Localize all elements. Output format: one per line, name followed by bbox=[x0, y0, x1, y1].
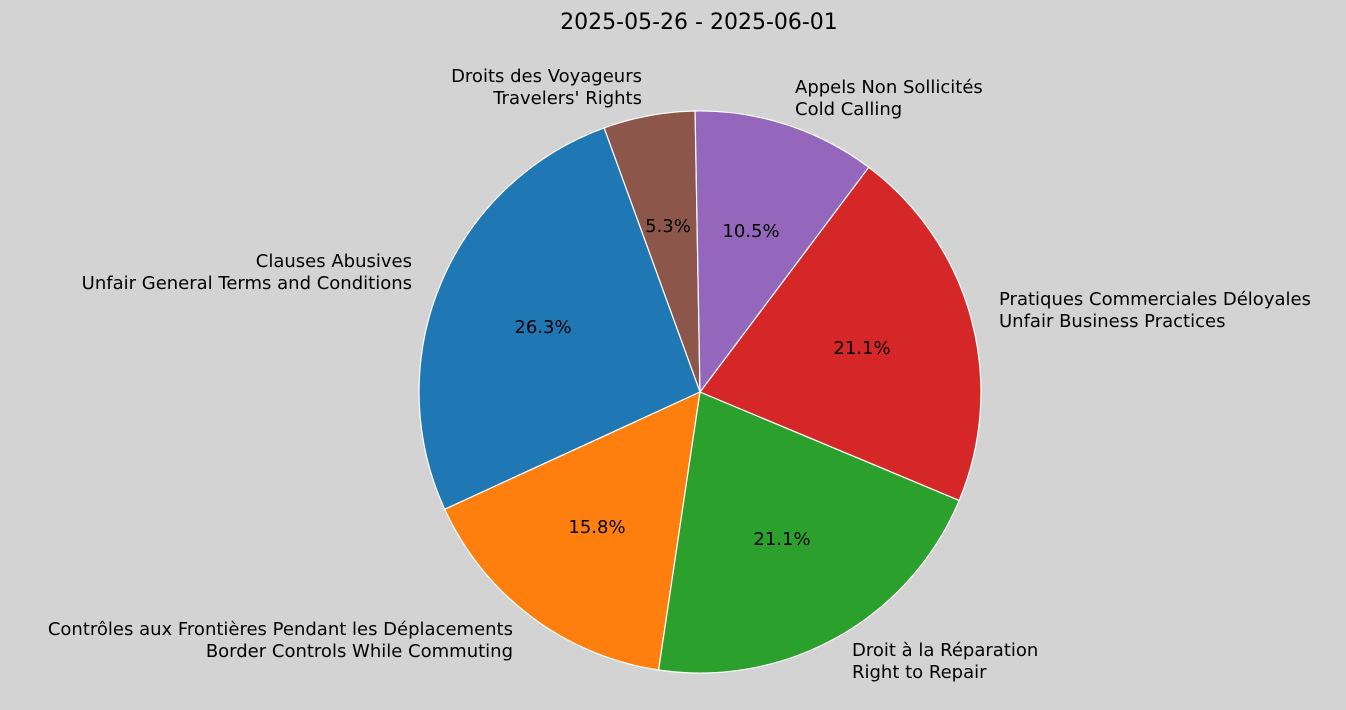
pct-border-controls: 15.8% bbox=[568, 517, 625, 538]
slice-unfair-terms bbox=[418, 127, 701, 511]
pie bbox=[418, 110, 982, 674]
label-unfair-business-practices-fr: Pratiques Commerciales Déloyales bbox=[999, 289, 1311, 310]
label-cold-calling-en: Cold Calling bbox=[795, 99, 902, 120]
label-right-to-repair-en: Right to Repair bbox=[852, 662, 987, 683]
label-travelers-rights-fr: Droits des Voyageurs bbox=[451, 66, 642, 87]
label-right-to-repair-fr: Droit à la Réparation bbox=[852, 640, 1038, 661]
chart-title: 2025-05-26 - 2025-06-01 bbox=[560, 10, 838, 35]
slice-unfair-business-practices bbox=[699, 166, 982, 502]
pct-travelers-rights: 5.3% bbox=[645, 216, 691, 237]
category-labels: Droits des Voyageurs Travelers' Rights C… bbox=[48, 66, 1311, 683]
label-border-controls-en: Border Controls While Commuting bbox=[206, 641, 513, 662]
label-unfair-terms-en: Unfair General Terms and Conditions bbox=[82, 273, 412, 294]
pct-unfair-terms: 26.3% bbox=[514, 317, 571, 338]
slice-cold-calling bbox=[694, 110, 870, 394]
pct-unfair-business-practices: 21.1% bbox=[833, 338, 890, 359]
percent-labels: 5.3% 26.3% 15.8% 21.1% 21.1% 10.5% bbox=[514, 216, 890, 550]
pct-right-to-repair: 21.1% bbox=[753, 529, 810, 550]
label-unfair-business-practices-en: Unfair Business Practices bbox=[999, 311, 1225, 332]
label-cold-calling-fr: Appels Non Sollicités bbox=[795, 77, 983, 98]
label-border-controls-fr: Contrôles aux Frontières Pendant les Dép… bbox=[48, 619, 513, 640]
label-travelers-rights-en: Travelers' Rights bbox=[492, 88, 642, 109]
label-unfair-terms-fr: Clauses Abusives bbox=[256, 251, 412, 272]
slice-border-controls bbox=[443, 390, 701, 671]
pct-cold-calling: 10.5% bbox=[722, 221, 779, 242]
slice-right-to-repair bbox=[657, 391, 960, 674]
